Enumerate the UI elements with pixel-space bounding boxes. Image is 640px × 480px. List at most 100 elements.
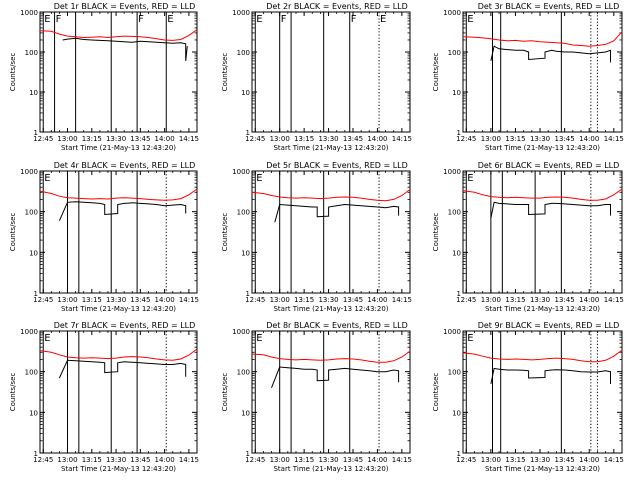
flag-label: E [467, 14, 473, 25]
y-tick-label: 100 [237, 49, 250, 57]
lld-rate-line [251, 350, 411, 363]
panel-frame [251, 330, 411, 454]
x-tick-label: 13:15 [505, 296, 525, 304]
x-axis-label: Start Time (21-May-13 12:43:20) [273, 465, 388, 473]
x-tick-label: 14:15 [604, 456, 624, 464]
x-tick-label: 13:15 [82, 135, 102, 143]
flag-label: F [281, 14, 287, 25]
x-tick-label: 12:45 [33, 456, 53, 464]
y-tick-label: 100 [448, 209, 461, 217]
y-tick-label: 1000 [20, 9, 38, 17]
panel-frame [462, 330, 623, 454]
x-tick-label: 13:45 [130, 456, 150, 464]
panel-frame [251, 170, 411, 294]
flag-label: E [256, 14, 262, 25]
x-tick-label: 14:00 [367, 135, 387, 143]
panel-frame [39, 330, 198, 454]
y-tick-label: 10 [241, 89, 250, 97]
y-tick-label: 1000 [443, 328, 461, 336]
panel-frame [39, 170, 198, 294]
flag-label: E [467, 333, 473, 344]
event-rate-line [271, 366, 400, 388]
y-tick-label: 100 [448, 49, 461, 57]
panel-title: Det 3r BLACK = Events, RED = LLD [478, 2, 620, 11]
y-axis-label: Counts/sec [9, 373, 17, 412]
lld-rate-line [39, 188, 198, 201]
x-tick-label: 13:30 [530, 456, 550, 464]
x-tick-label: 13:45 [555, 296, 575, 304]
y-tick-label: 1000 [20, 328, 38, 336]
x-tick-label: 14:15 [392, 456, 412, 464]
x-tick-label: 13:15 [294, 135, 314, 143]
x-tick-label: 13:45 [343, 135, 363, 143]
x-tick-label: 14:00 [155, 296, 175, 304]
y-tick-label: 100 [237, 209, 250, 217]
y-tick-label: 100 [448, 369, 461, 377]
y-tick-label: 1 [246, 129, 250, 137]
flag-label: E [256, 333, 262, 344]
panel-title: Det 8r BLACK = Events, RED = LLD [266, 321, 408, 330]
event-rate-line [58, 201, 187, 221]
event-rate-line [490, 367, 611, 385]
panel-frame [462, 11, 623, 133]
x-tick-label: 13:00 [57, 296, 77, 304]
x-axis-label: Start Time (21-May-13 12:43:20) [61, 144, 176, 152]
x-tick-label: 13:15 [505, 456, 525, 464]
x-tick-label: 12:45 [245, 296, 265, 304]
x-tick-label: 14:00 [155, 456, 175, 464]
lld-rate-line [462, 188, 623, 201]
event-rate-line [58, 359, 187, 379]
x-tick-label: 13:15 [294, 456, 314, 464]
x-tick-label: 13:15 [505, 135, 525, 143]
y-tick-label: 10 [29, 249, 38, 257]
x-tick-label: 13:00 [270, 456, 290, 464]
y-tick-label: 1 [34, 450, 38, 458]
y-tick-label: 1 [34, 290, 38, 298]
y-tick-label: 1 [246, 450, 250, 458]
x-tick-label: 13:30 [318, 135, 338, 143]
y-axis-label: Counts/sec [432, 53, 440, 92]
x-tick-label: 13:00 [270, 296, 290, 304]
flag-label: E [44, 14, 50, 25]
event-rate-line [274, 203, 400, 223]
x-tick-label: 13:30 [318, 296, 338, 304]
x-tick-label: 14:00 [155, 135, 175, 143]
y-tick-label: 1 [34, 129, 38, 137]
event-rate-line [490, 201, 611, 219]
x-tick-label: 14:15 [179, 135, 199, 143]
x-tick-label: 14:15 [179, 296, 199, 304]
event-rate-line [490, 45, 611, 63]
panel-title: Det 4r BLACK = Events, RED = LLD [54, 161, 196, 170]
y-axis-label: Counts/sec [221, 213, 229, 252]
x-tick-label: 12:45 [245, 456, 265, 464]
panel-frame [39, 11, 198, 133]
x-axis-label: Start Time (21-May-13 12:43:20) [485, 305, 600, 313]
y-tick-label: 10 [29, 89, 38, 97]
y-tick-label: 1000 [443, 9, 461, 17]
x-tick-label: 13:45 [555, 456, 575, 464]
x-tick-label: 13:30 [106, 456, 126, 464]
y-tick-label: 1 [457, 450, 461, 458]
x-axis-label: Start Time (21-May-13 12:43:20) [485, 144, 600, 152]
x-tick-label: 13:00 [270, 135, 290, 143]
flag-label: E [44, 173, 50, 184]
x-tick-label: 12:45 [456, 296, 476, 304]
y-tick-label: 1 [457, 129, 461, 137]
x-tick-label: 13:00 [481, 296, 501, 304]
y-axis-label: Counts/sec [432, 373, 440, 412]
x-axis-label: Start Time (21-May-13 12:43:20) [273, 144, 388, 152]
y-tick-label: 1000 [443, 168, 461, 176]
y-axis-label: Counts/sec [9, 53, 17, 92]
x-tick-label: 14:15 [392, 135, 412, 143]
y-axis-label: Counts/sec [9, 213, 17, 252]
flag-label: E [380, 14, 386, 25]
x-tick-label: 13:30 [530, 296, 550, 304]
panel-title: Det 2r BLACK = Events, RED = LLD [266, 2, 408, 11]
x-tick-label: 12:45 [456, 456, 476, 464]
event-rate-line [62, 37, 188, 61]
flag-label: E [167, 14, 173, 25]
x-axis-label: Start Time (21-May-13 12:43:20) [61, 465, 176, 473]
x-tick-label: 13:00 [481, 456, 501, 464]
x-tick-label: 12:45 [245, 135, 265, 143]
x-tick-label: 13:45 [555, 135, 575, 143]
